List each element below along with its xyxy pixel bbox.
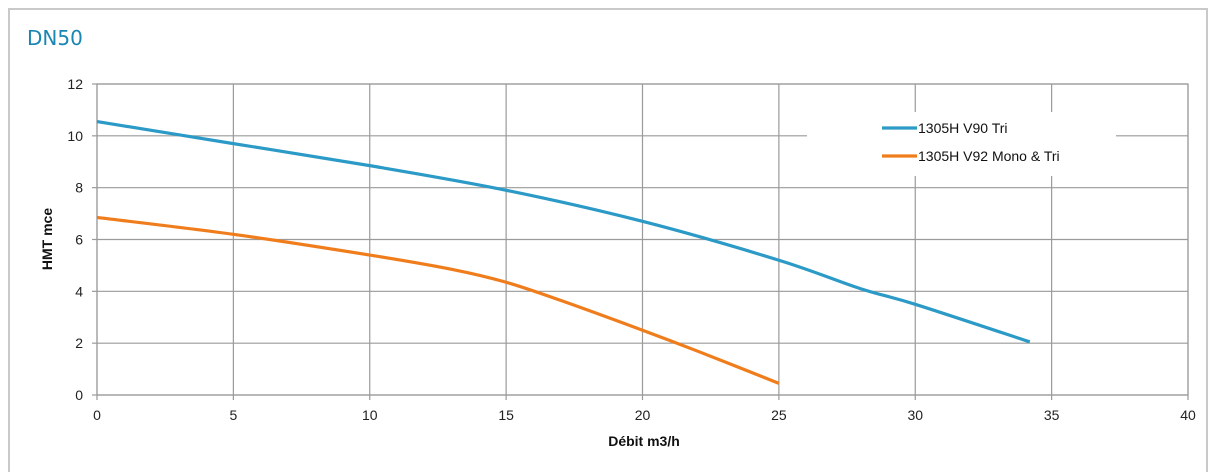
x-tick-label: 30 [907, 407, 923, 423]
x-tick-label: 20 [635, 407, 651, 423]
y-tick-label: 10 [67, 128, 83, 144]
y-tick-label: 12 [67, 76, 83, 92]
x-tick-label: 0 [93, 407, 101, 423]
x-tick-label: 40 [1180, 407, 1196, 423]
legend: 1305H V90 Tri 1305H V92 Mono & Tri [807, 112, 1116, 176]
y-tick-label: 0 [75, 387, 83, 403]
legend-label-2: 1305H V92 Mono & Tri [918, 148, 1060, 164]
y-tick-label: 6 [75, 232, 83, 248]
y-tick-label: 8 [75, 180, 83, 196]
legend-label-1: 1305H V90 Tri [918, 120, 1008, 136]
x-tick-label: 10 [362, 407, 378, 423]
y-axis-title: HMT mce [39, 208, 55, 270]
x-tick-label: 35 [1044, 407, 1060, 423]
x-tick-label: 15 [498, 407, 514, 423]
y-tick-label: 4 [75, 283, 83, 299]
y-tick-label: 2 [75, 335, 83, 351]
x-tick-label: 25 [771, 407, 787, 423]
x-axis-title: Débit m3/h [608, 433, 680, 449]
x-tick-label: 5 [229, 407, 237, 423]
